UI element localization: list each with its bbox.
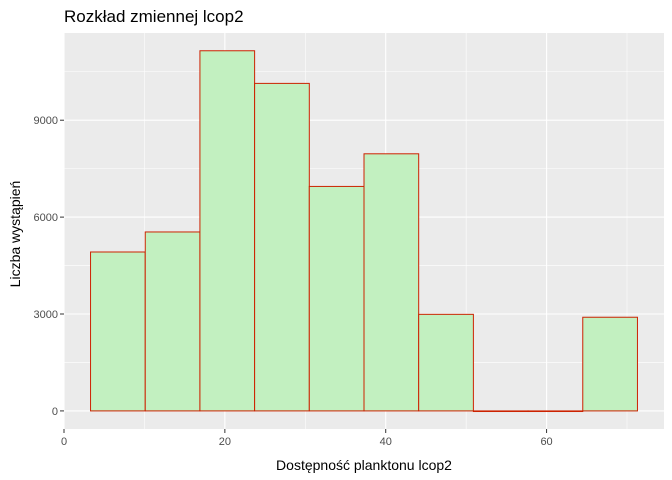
histogram-bar-3 <box>199 50 256 412</box>
chart-title: Rozkład zmiennej lcop2 <box>64 7 244 26</box>
y-tick-label: 9000 <box>34 115 58 127</box>
y-tick-label: 0 <box>52 406 58 418</box>
y-axis-title: Liczba wystąpień <box>7 181 23 288</box>
x-tick-label: 60 <box>540 436 552 448</box>
axis-ticks: 0 20 40 60 0 3000 6000 9000 <box>34 115 553 448</box>
x-tick-label: 0 <box>61 436 67 448</box>
histogram-bar-5 <box>308 185 365 412</box>
x-tick-label: 40 <box>380 436 392 448</box>
histogram-bar-7 <box>418 313 474 412</box>
histogram-bar-1 <box>90 251 146 412</box>
y-tick-label: 3000 <box>34 309 58 321</box>
histogram-bar-2 <box>144 231 201 412</box>
histogram-bar-6 <box>363 153 420 412</box>
x-axis-title: Dostępność planktonu lcop2 <box>276 457 452 473</box>
x-tick-label: 20 <box>219 436 231 448</box>
histogram-bars <box>90 50 638 413</box>
y-tick-label: 6000 <box>34 212 58 224</box>
histogram-bar-4 <box>254 82 310 412</box>
histogram-bar-9 <box>527 410 584 413</box>
histogram-bar-10 <box>582 316 638 412</box>
histogram-bar-8 <box>472 410 529 413</box>
